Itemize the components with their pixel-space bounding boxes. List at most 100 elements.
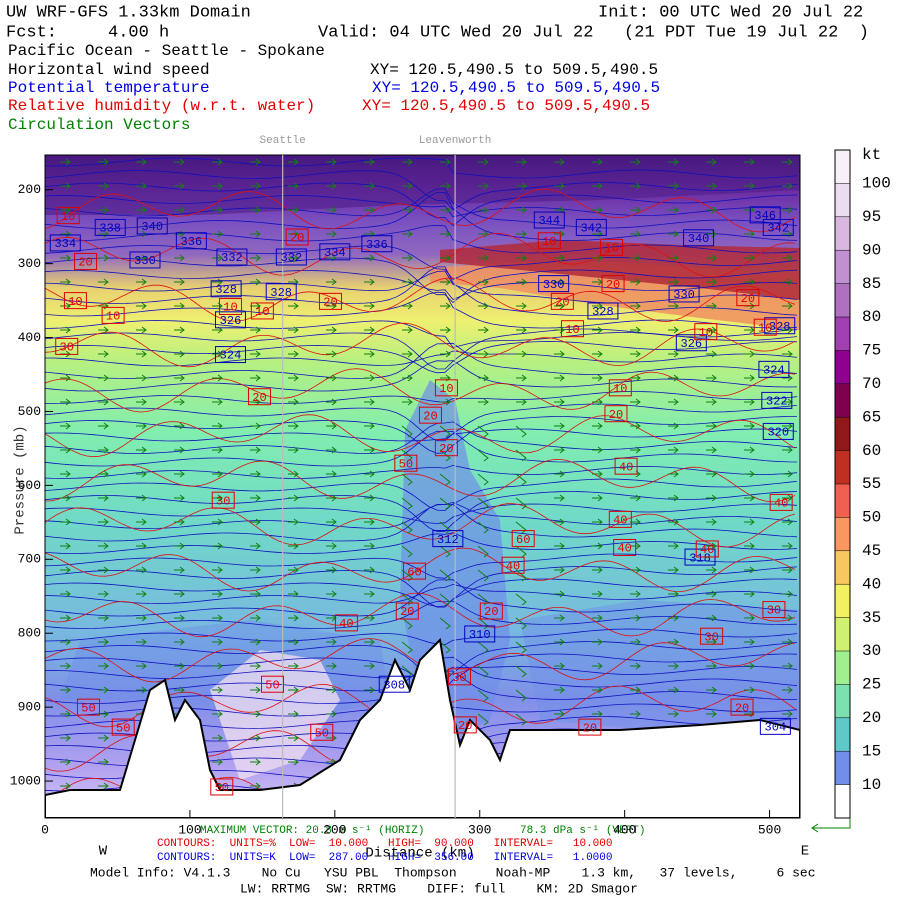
vector [98, 758, 109, 766]
vector [288, 422, 299, 430]
vector [516, 350, 527, 358]
vector [478, 302, 489, 310]
vector [744, 422, 755, 430]
vector [402, 326, 413, 334]
contour-label-box [749, 206, 781, 224]
vector [174, 230, 185, 238]
vector [288, 614, 299, 622]
vector [288, 734, 299, 742]
vector [136, 518, 147, 526]
vector [402, 182, 413, 190]
vector [554, 446, 565, 454]
vector [98, 518, 109, 526]
theta-contours: CONTOURS: UNITS=K LOW= 287.00 HIGH= 356.… [157, 852, 612, 864]
contour-label: 30 [452, 671, 466, 685]
vector [250, 566, 261, 574]
contour-label-box [575, 218, 607, 236]
vector [706, 158, 717, 166]
vector [630, 158, 641, 166]
contour-label-box [758, 360, 790, 378]
contour-label-box [319, 243, 351, 261]
vector [592, 638, 603, 646]
colorbar-label: 70 [862, 375, 881, 393]
colorbar-label: 60 [862, 442, 881, 460]
contour-label: 50 [215, 781, 229, 795]
contour-label-box [318, 292, 342, 310]
contour-label: 50 [399, 457, 413, 471]
vector [326, 614, 337, 622]
vector [478, 398, 489, 406]
valid: Valid: 04 UTC Wed 20 Jul 22 (21 PDT Tue … [318, 23, 869, 42]
contour-label-box [762, 218, 794, 236]
colorbar-label: 65 [862, 408, 881, 426]
vector [288, 326, 299, 334]
vector [60, 758, 71, 766]
vector [554, 422, 565, 430]
theta-contour [45, 464, 798, 479]
contour-label: 330 [134, 254, 156, 268]
vector [60, 782, 71, 790]
contour-label-box [560, 320, 584, 338]
contour-label: 10 [61, 210, 75, 224]
vector [554, 398, 565, 406]
vector [592, 158, 603, 166]
vector [60, 422, 71, 430]
vector [174, 518, 185, 526]
contour-label-box [265, 283, 297, 301]
contour-label: 10 [106, 310, 120, 324]
vector [98, 686, 109, 694]
contour-label: 308 [383, 678, 405, 692]
vector [60, 566, 71, 574]
contour-label-box [218, 298, 242, 316]
vector [174, 470, 185, 478]
field-xy: XY= 120.5,490.5 to 509.5,490.5 [372, 79, 660, 97]
y-axis-label: Pressure (mb) [13, 425, 29, 534]
vector [326, 302, 337, 310]
vector [668, 302, 679, 310]
vector [668, 614, 679, 622]
vector [136, 158, 147, 166]
vector [288, 398, 299, 406]
vector [174, 566, 185, 574]
contour-label: 330 [543, 278, 565, 292]
vector [516, 182, 527, 190]
rh-contour [45, 277, 796, 322]
vector [288, 518, 299, 526]
vector [630, 302, 641, 310]
vector [592, 614, 603, 622]
vector [401, 545, 413, 558]
contour-label: 340 [688, 232, 710, 246]
vector [364, 446, 375, 454]
vector [630, 182, 641, 190]
vector [250, 398, 261, 406]
west-label: W [99, 844, 108, 860]
vector [136, 686, 147, 694]
vector [744, 542, 755, 550]
theta-contour [45, 342, 798, 379]
vector [668, 566, 679, 574]
vector [706, 446, 717, 454]
vector [98, 158, 109, 166]
vector [136, 206, 147, 214]
vector [326, 470, 337, 478]
contour-label: 30 [704, 630, 718, 644]
vector [174, 350, 185, 358]
colorbar-box [835, 550, 850, 585]
vector [440, 230, 451, 238]
contour-label-box [694, 323, 718, 341]
vector [554, 230, 565, 238]
vector [782, 278, 793, 286]
vector [706, 590, 717, 598]
vector [60, 254, 71, 262]
colorbar-label: 15 [862, 742, 881, 760]
contour-label: 20 [741, 292, 755, 306]
contour-label: 60 [407, 565, 421, 579]
location-label: Leavenworth [419, 135, 492, 147]
contour-label-box [334, 614, 358, 632]
vector [136, 542, 147, 550]
contour-label: 10 [565, 323, 579, 337]
vector [212, 230, 223, 238]
vector [744, 254, 755, 262]
contour-label-box [604, 405, 628, 423]
vector [401, 449, 413, 462]
